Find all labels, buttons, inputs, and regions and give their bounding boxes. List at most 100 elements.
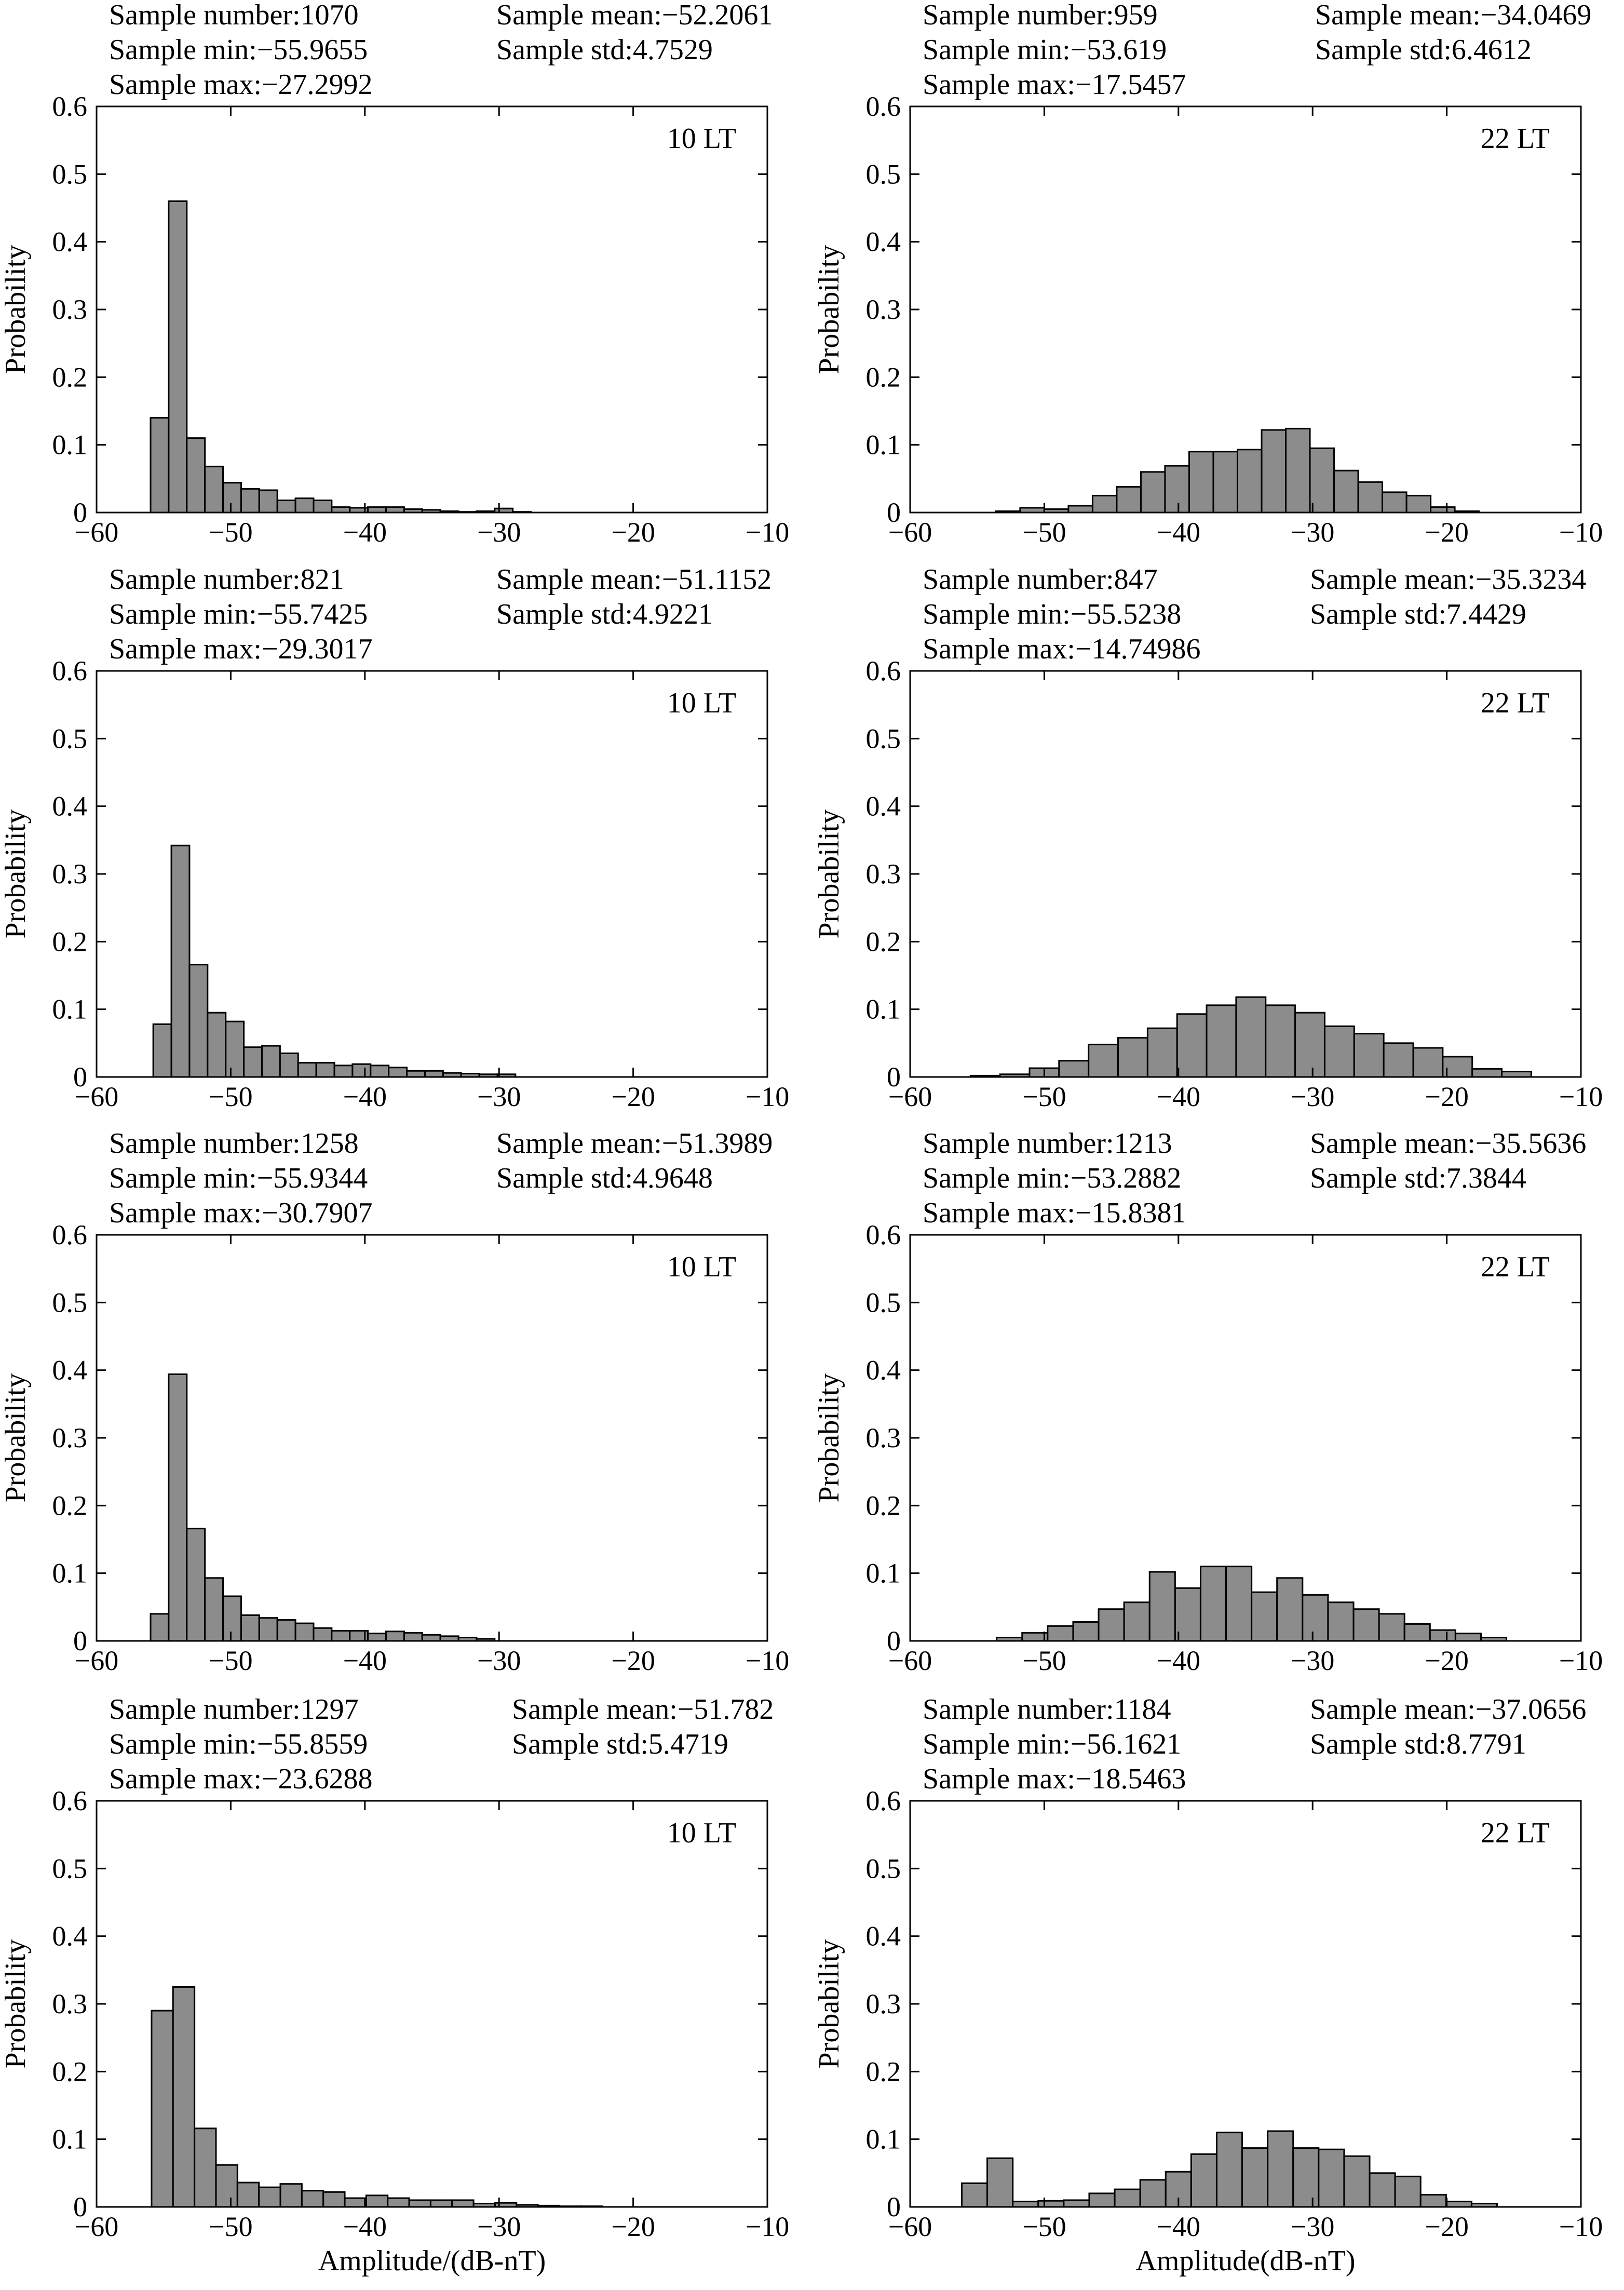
histogram-panel-row4-right: Sample number:1184 Sample mean:−37.0656Sa… — [813, 1693, 1603, 2277]
histogram-bar — [186, 437, 206, 514]
histogram-bar — [297, 1062, 317, 1078]
sample-max-text: Sample max:−30.7907 — [109, 1197, 373, 1229]
histogram-bar — [276, 1619, 296, 1642]
y-tick-label: 0.6 — [866, 1785, 901, 1816]
histogram-panel-row1-right: Sample number:959 Sample mean:−34.0469Sam… — [813, 0, 1603, 548]
histogram-panel-row2-left: Sample number:821 Sample mean:−51.1152Sam… — [0, 563, 789, 1112]
histogram-bar — [1058, 1060, 1090, 1078]
histogram-bar — [1235, 996, 1267, 1078]
y-tick-label: 0.3 — [52, 1988, 88, 2019]
y-tick-label: 0.1 — [866, 1558, 901, 1589]
histogram-bar — [1333, 469, 1359, 514]
histogram-bar — [367, 1633, 387, 1642]
sample-max-text: Sample max:−27.2992 — [109, 69, 373, 101]
histogram-bar — [1088, 2192, 1116, 2208]
y-tick-label: 0.3 — [52, 858, 88, 890]
sample-mean-text: Sample mean:−51.782 — [512, 1693, 774, 1726]
histogram-bar — [1088, 1043, 1119, 1078]
x-tick-label: −20 — [1425, 2211, 1468, 2242]
histogram-bar — [331, 1629, 351, 1642]
sample-min-text: Sample min:−55.9344 — [109, 1162, 368, 1194]
y-tick-label: 0.1 — [866, 2124, 901, 2155]
axes-frame — [909, 1800, 1582, 2208]
y-tick-label: 0.1 — [52, 2124, 88, 2155]
x-tick-label: −60 — [75, 1645, 118, 1676]
histogram-bar — [451, 2199, 475, 2208]
y-axis-label: Probability — [813, 245, 845, 374]
y-tick-label: 0.4 — [52, 791, 88, 822]
y-tick-label: 0.2 — [52, 2056, 88, 2087]
y-tick-label: 0.2 — [52, 1490, 88, 1521]
histogram-bar — [1176, 1013, 1208, 1078]
histogram-bar — [960, 2182, 989, 2208]
histogram-bar — [1215, 2132, 1243, 2208]
x-tick-label: −30 — [477, 2211, 521, 2242]
y-tick-label: 0.2 — [52, 926, 88, 957]
histogram-bar — [344, 2197, 367, 2208]
histogram-bar — [333, 1065, 354, 1078]
x-tick-label: −50 — [1022, 517, 1066, 548]
y-axis-label: Probability — [813, 810, 845, 939]
x-tick-label: −40 — [1157, 1645, 1200, 1676]
y-tick-label: 0.5 — [866, 1853, 901, 1884]
x-tick-label: −20 — [611, 1645, 655, 1676]
histogram-bar — [279, 1052, 299, 1078]
histogram-bar — [1285, 427, 1311, 514]
histogram-bar — [151, 2010, 174, 2208]
y-tick-label: 0.6 — [866, 1219, 901, 1250]
y-axis-label: Probability — [0, 1939, 32, 2069]
y-tick-label: 0 — [887, 1061, 901, 1093]
sample-std-text: Sample std:7.3844 — [1310, 1162, 1526, 1194]
sample-min-text: Sample min:−53.619 — [923, 34, 1167, 66]
histogram-bar — [1419, 2194, 1447, 2208]
x-tick-label: −30 — [477, 1081, 521, 1112]
sample-mean-text: Sample mean:−37.0656 — [1310, 1693, 1586, 1726]
y-tick-label: 0.3 — [866, 1988, 901, 2019]
histogram-bar — [986, 2157, 1014, 2208]
x-tick-label: −20 — [1425, 1645, 1468, 1676]
local-time-label: 10 LT — [667, 1817, 736, 1849]
y-tick-label: 0 — [887, 2191, 901, 2222]
histogram-bar — [1267, 2130, 1294, 2208]
sample-min-text: Sample min:−55.9655 — [109, 34, 368, 66]
histogram-bar — [1454, 1633, 1482, 1642]
histogram-bar — [408, 2199, 431, 2208]
x-tick-label: −30 — [1291, 1645, 1334, 1676]
sample-number-text: Sample number:1070 — [109, 0, 359, 31]
x-tick-label: −20 — [1425, 1081, 1468, 1112]
histogram-bar — [1369, 2172, 1396, 2208]
histogram-bar — [1139, 2179, 1167, 2208]
x-tick-label: −50 — [1022, 1081, 1066, 1112]
x-tick-label: −20 — [611, 1081, 655, 1112]
histogram-bar — [294, 1622, 315, 1642]
histogram-bar — [204, 465, 224, 514]
histogram-bar — [207, 1012, 227, 1078]
histogram-bar — [1225, 1566, 1253, 1642]
histogram-bar — [351, 1063, 372, 1078]
sample-mean-text: Sample mean:−51.1152 — [496, 563, 772, 596]
y-tick-label: 0.3 — [52, 294, 88, 325]
sample-max-text: Sample max:−29.3017 — [109, 633, 373, 665]
x-tick-label: −60 — [75, 517, 118, 548]
y-tick-label: 0.2 — [866, 2056, 901, 2087]
y-tick-label: 0.6 — [52, 655, 88, 686]
histogram-bar — [370, 1065, 390, 1078]
y-axis-label: Probability — [0, 810, 32, 939]
histogram-bar — [150, 417, 170, 514]
histogram-bar — [1140, 471, 1166, 514]
histogram-bar — [222, 1595, 242, 1642]
y-tick-label: 0.3 — [866, 1422, 901, 1453]
histogram-bar — [170, 844, 191, 1078]
sample-std-text: Sample std:6.4612 — [1315, 34, 1532, 66]
histogram-bar — [1148, 1571, 1176, 1642]
histogram-bar — [240, 488, 260, 514]
histogram-bar — [1327, 1601, 1355, 1642]
x-tick-label: −50 — [209, 517, 252, 548]
x-tick-label: −50 — [209, 2211, 252, 2242]
y-tick-label: 0.2 — [52, 361, 88, 393]
histogram-bar — [403, 1632, 423, 1642]
local-time-label: 22 LT — [1481, 687, 1550, 719]
x-tick-label: −30 — [1291, 517, 1334, 548]
x-tick-label: −50 — [1022, 2211, 1066, 2242]
